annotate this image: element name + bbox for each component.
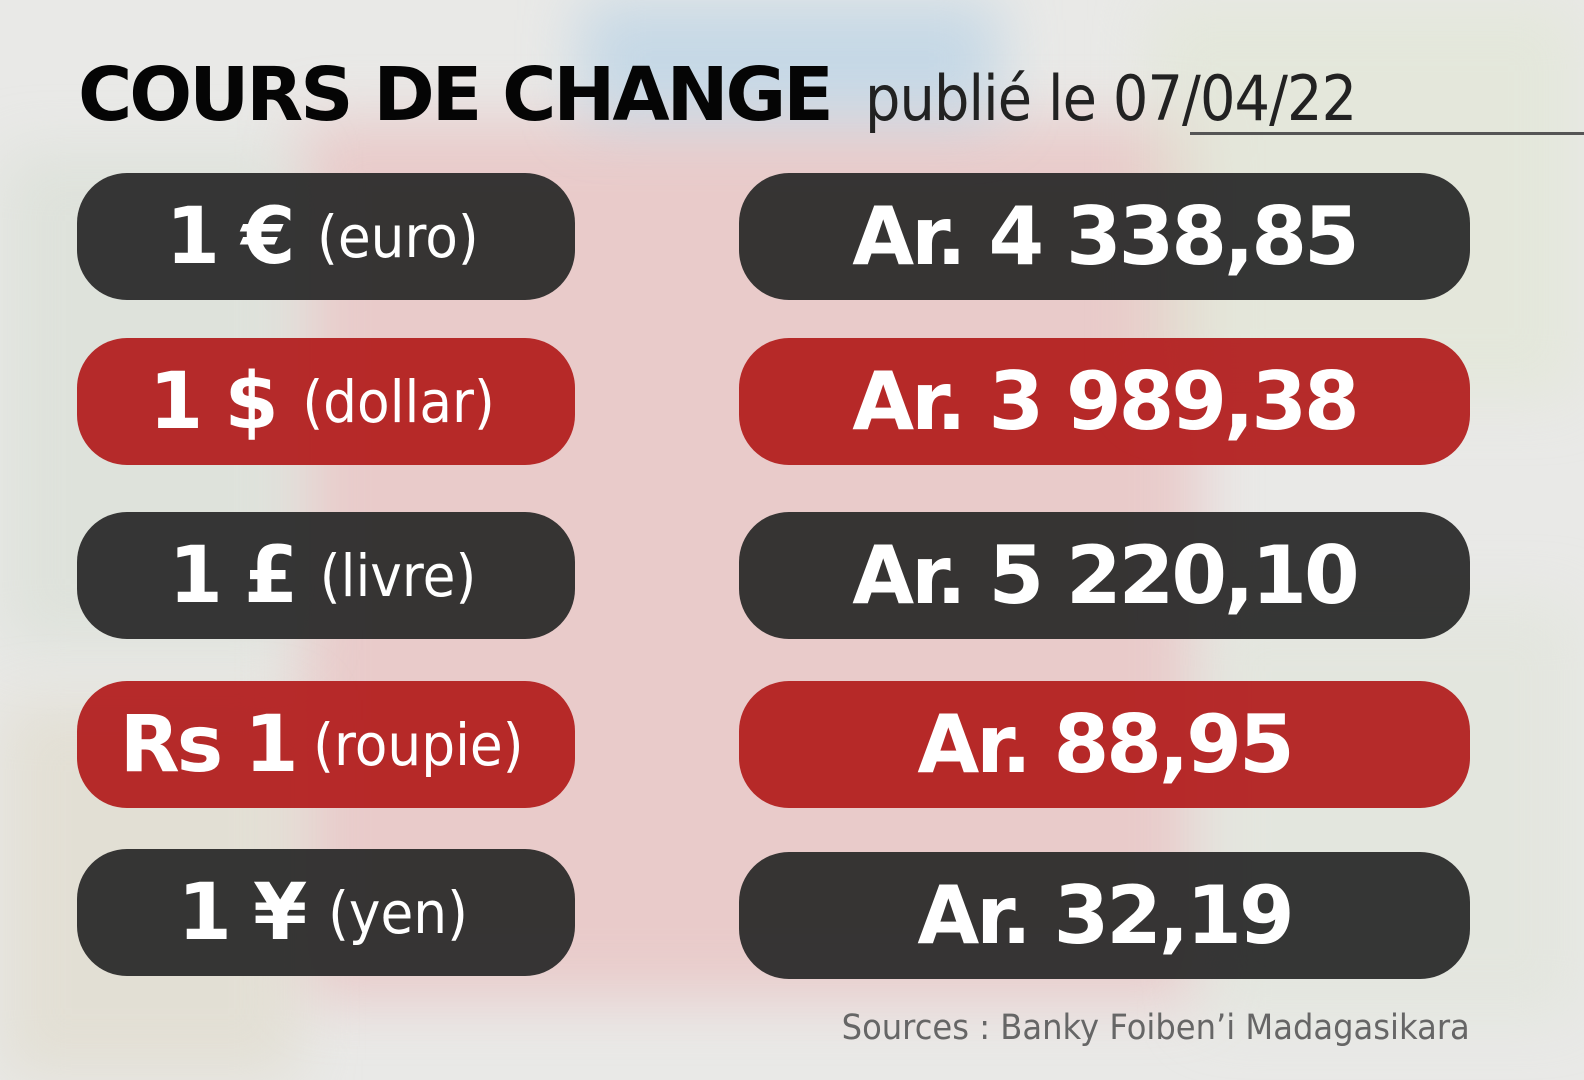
currency-pill-dollar: 1 $ (dollar) [77,338,575,465]
header: COURS DE CHANGE publié le 07/04/22 [78,52,1411,138]
rate-value: Ar. 4 338,85 [852,190,1359,283]
currency-pill-livre: 1 £ (livre) [77,512,575,639]
currency-amount: 1 € [165,191,296,282]
currency-pill-yen: 1 ¥ (yen) [77,849,575,976]
rate-pill-roupie: Ar. 88,95 [739,681,1470,808]
currency-name: (livre) [320,541,477,610]
currency-name: (yen) [328,878,469,947]
currency-pill-roupie: Rs 1 (roupie) [77,681,575,808]
publish-date: publié le 07/04/22 [864,62,1357,135]
rate-value: Ar. 5 220,10 [852,529,1359,622]
header-rule [1190,132,1584,135]
rate-value: Ar. 32,19 [917,869,1294,962]
rate-pill-euro: Ar. 4 338,85 [739,173,1470,300]
currency-pill-euro: 1 € (euro) [77,173,575,300]
rate-pill-livre: Ar. 5 220,10 [739,512,1470,639]
rate-value: Ar. 3 989,38 [852,355,1359,448]
currency-name: (dollar) [302,367,495,436]
currency-amount: 1 £ [168,530,299,621]
rate-value: Ar. 88,95 [917,698,1294,791]
currency-amount: 1 ¥ [177,867,308,958]
page-title: COURS DE CHANGE [78,52,834,138]
rate-pill-dollar: Ar. 3 989,38 [739,338,1470,465]
source-credit: Sources : Banky Foiben’i Madagasikara [841,1008,1470,1048]
currency-amount: 1 $ [149,356,279,447]
currency-name: (roupie) [312,710,524,779]
currency-amount: Rs 1 [119,699,299,790]
currency-name: (euro) [317,202,480,271]
rate-pill-yen: Ar. 32,19 [739,852,1470,979]
